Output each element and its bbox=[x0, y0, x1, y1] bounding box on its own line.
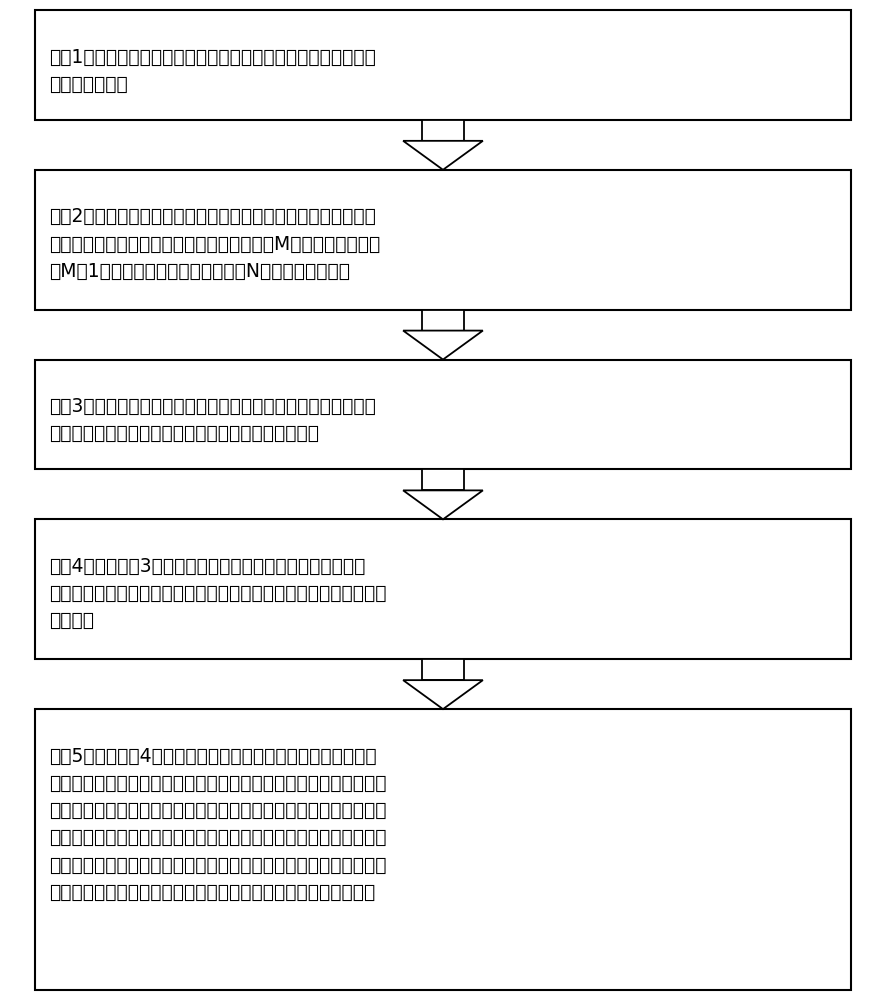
Polygon shape bbox=[403, 490, 483, 519]
Text: 步骤5：根据步骤4获得的函数关系式及柔性网状结构模型中一维
屈弹簧与基本单元模型的排列方式，推导出柔性网状结构模型的变形
率与沿纵横向柔性网状结构模型承受的总载: 步骤5：根据步骤4获得的函数关系式及柔性网状结构模型中一维 屈弹簧与基本单元模型… bbox=[49, 747, 386, 902]
Text: 步骤2：建立由基本单元模型和一维屈弹簧组合而成的柔性网状结
构模型，该柔性网状结构模型沿横向间隔连接M个基本单元模型和
（M＋1）个一维屈弹簧，沿纵向连接N个基: 步骤2：建立由基本单元模型和一维屈弹簧组合而成的柔性网状结 构模型，该柔性网状结… bbox=[49, 207, 380, 281]
Bar bbox=[35, 709, 851, 990]
Polygon shape bbox=[403, 680, 483, 709]
Bar bbox=[422, 659, 464, 680]
Text: 步骤4：根据步骤3获得的函数关系式及基本单元模型的各个参
数，推导出基本单元模型的变形率与基本单元模型承受的载荷的函数
关系式。: 步骤4：根据步骤3获得的函数关系式及基本单元模型的各个参 数，推导出基本单元模型… bbox=[49, 557, 386, 630]
Bar bbox=[422, 120, 464, 141]
Bar bbox=[35, 360, 851, 469]
Bar bbox=[422, 469, 464, 490]
Bar bbox=[35, 519, 851, 659]
Text: 步骤3：根据一维屈弹簧的各个参数，推导出横向位置的一维屈弹
簧的变形率与基本单元模型承受的载荷的函数关系式。: 步骤3：根据一维屈弹簧的各个参数，推导出横向位置的一维屈弹 簧的变形率与基本单元… bbox=[49, 397, 376, 443]
Bar bbox=[422, 310, 464, 331]
Polygon shape bbox=[403, 331, 483, 360]
Polygon shape bbox=[403, 141, 483, 170]
Bar bbox=[35, 170, 851, 310]
Text: 步骤1：建立由四根一维屈弹簧和四个圆环两者间隔且首尾相连的
基本单元模型。: 步骤1：建立由四根一维屈弹簧和四个圆环两者间隔且首尾相连的 基本单元模型。 bbox=[49, 47, 376, 94]
Bar bbox=[35, 10, 851, 120]
